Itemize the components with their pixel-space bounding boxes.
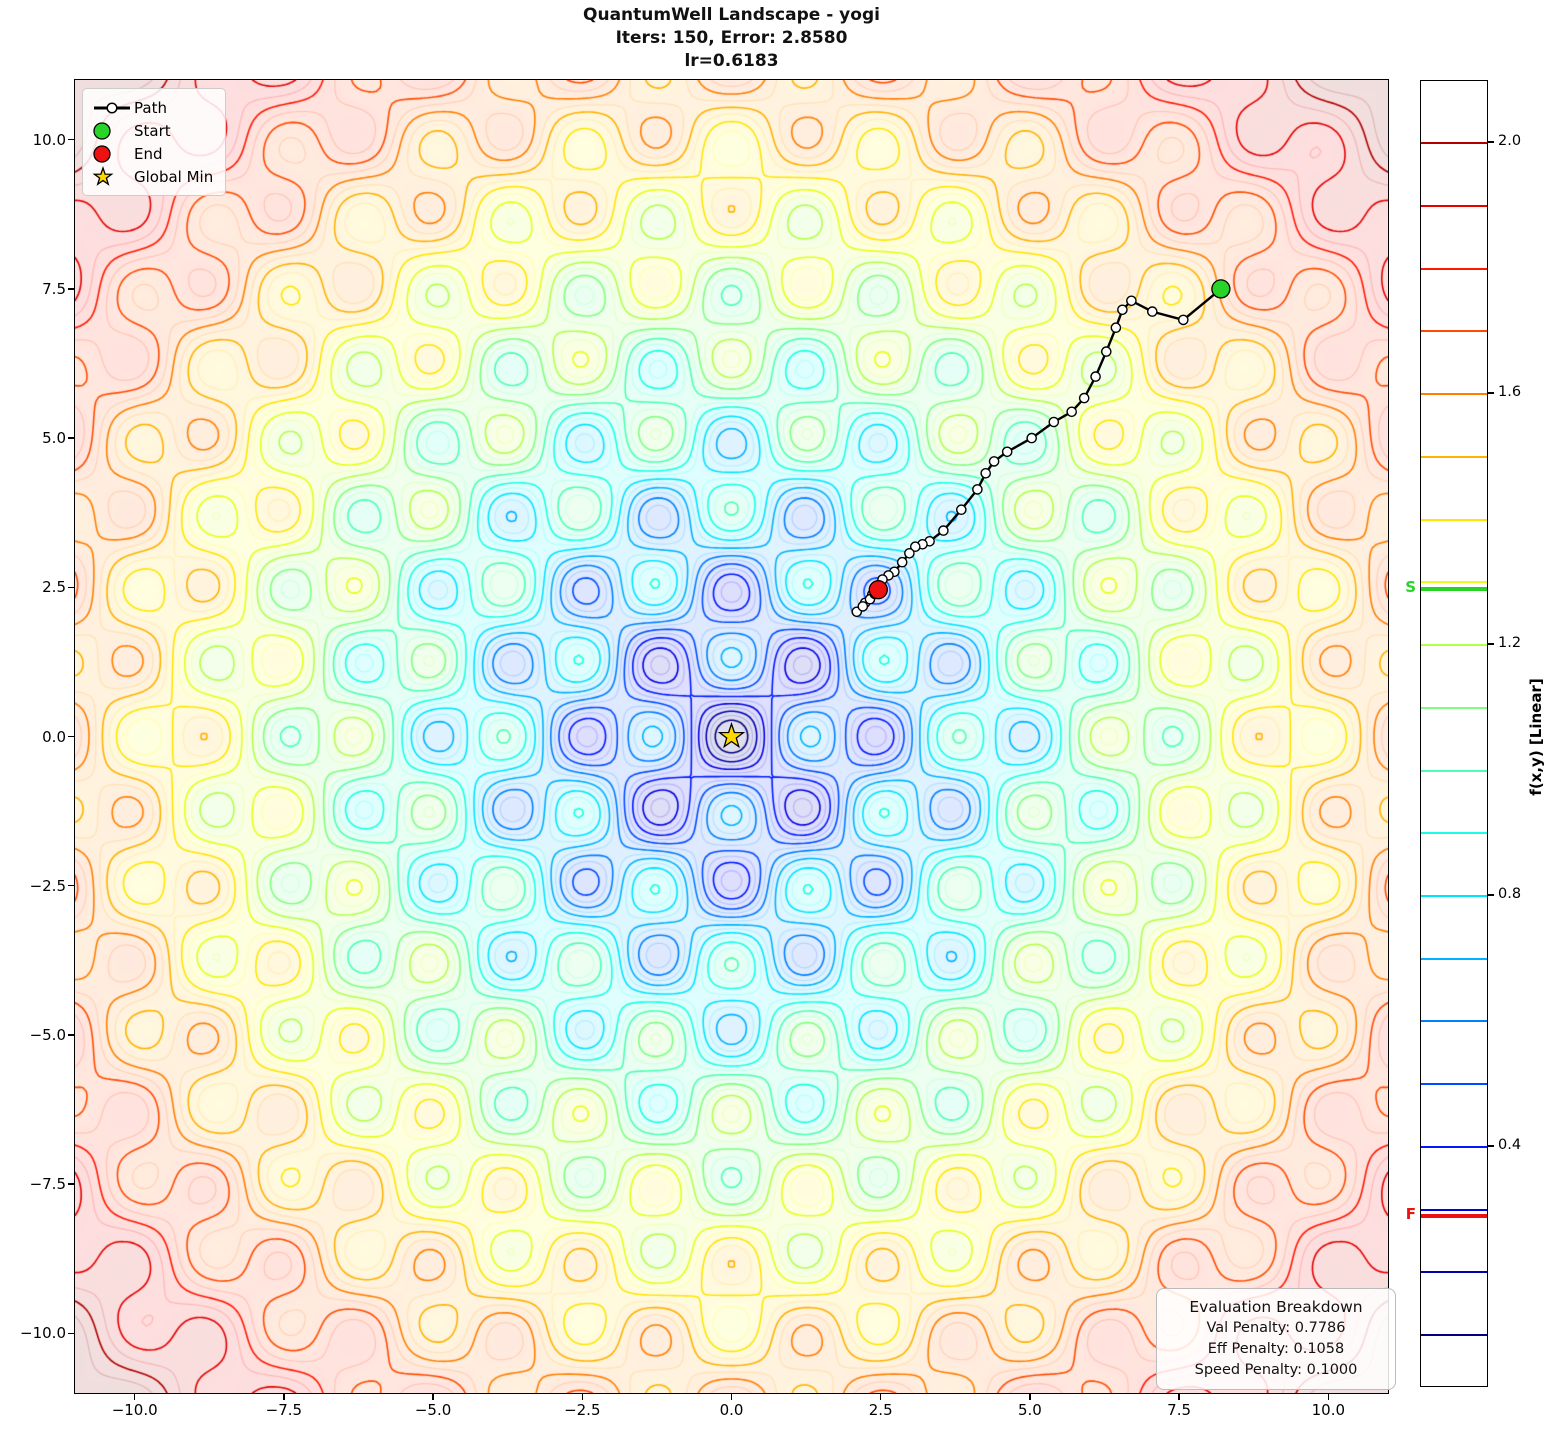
colorbar-tick-mark bbox=[1487, 894, 1494, 896]
y-tick-mark bbox=[68, 884, 75, 887]
colorbar-level-line bbox=[1421, 1334, 1487, 1337]
colorbar-tick-mark bbox=[1487, 392, 1494, 394]
y-tick-mark bbox=[68, 735, 75, 738]
x-tick-mark bbox=[1327, 1393, 1330, 1400]
start-legend-icon bbox=[92, 121, 134, 141]
x-tick-label: −7.5 bbox=[265, 1401, 303, 1419]
y-tick-mark bbox=[68, 586, 75, 589]
legend-label-start: Start bbox=[134, 121, 171, 140]
x-tick-mark bbox=[283, 1393, 285, 1400]
plot-area bbox=[75, 80, 1388, 1393]
y-tick-mark bbox=[68, 1183, 75, 1185]
colorbar-start-line bbox=[1421, 586, 1487, 591]
colorbar-level-line bbox=[1421, 832, 1487, 835]
colorbar-tick-mark bbox=[1487, 643, 1494, 645]
x-tick-label: 2.5 bbox=[868, 1401, 893, 1419]
colorbar-level-line bbox=[1421, 1208, 1487, 1211]
colorbar-tick-label: 1.2 bbox=[1498, 635, 1522, 652]
y-tick-mark bbox=[68, 437, 75, 439]
y-tick-label: −2.5 bbox=[29, 876, 66, 895]
val-penalty: Val Penalty: 0.7786 bbox=[1206, 1320, 1346, 1336]
x-tick-mark bbox=[879, 1393, 882, 1400]
y-tick-label: 10.0 bbox=[32, 130, 66, 149]
contour-canvas bbox=[75, 80, 1388, 1393]
y-tick-label: 7.5 bbox=[42, 279, 66, 298]
legend-item-path: Path bbox=[92, 96, 213, 119]
title-line-1: QuantumWell Landscape - yogi bbox=[583, 5, 880, 25]
x-tick-mark bbox=[1178, 1393, 1180, 1400]
y-tick-label: −7.5 bbox=[29, 1175, 66, 1194]
colorbar-level-line bbox=[1421, 518, 1487, 521]
colorbar-level-line bbox=[1421, 1271, 1487, 1274]
plot-title: QuantumWell Landscape - yogi Iters: 150,… bbox=[75, 4, 1388, 73]
colorbar-level-line bbox=[1421, 957, 1487, 960]
evaluation-breakdown-box: Evaluation Breakdown Val Penalty: 0.7786… bbox=[1156, 1288, 1396, 1390]
path-legend-icon bbox=[92, 100, 134, 116]
eff-penalty: Eff Penalty: 0.1058 bbox=[1207, 1341, 1345, 1357]
x-tick-label: 0.0 bbox=[719, 1401, 744, 1419]
x-tick-label: 7.5 bbox=[1167, 1401, 1192, 1419]
colorbar-final-label: F bbox=[1405, 1204, 1416, 1223]
colorbar-level-line bbox=[1421, 455, 1487, 458]
x-tick-mark bbox=[432, 1393, 434, 1400]
legend-label-end: End bbox=[134, 144, 163, 163]
colorbar-level-line bbox=[1421, 1020, 1487, 1023]
end-legend-icon bbox=[92, 144, 134, 164]
colorbar-level-line bbox=[1421, 1145, 1487, 1148]
colorbar-tick-label: 0.8 bbox=[1498, 885, 1522, 902]
speed-penalty: Speed Penalty: 0.1000 bbox=[1194, 1362, 1358, 1378]
y-tick-label: 0.0 bbox=[42, 727, 66, 746]
colorbar-level-line bbox=[1421, 330, 1487, 333]
y-tick-label: 2.5 bbox=[42, 578, 66, 597]
legend-label-path: Path bbox=[134, 98, 167, 117]
y-tick-mark bbox=[68, 288, 75, 290]
y-tick-label: −10.0 bbox=[20, 1324, 66, 1343]
colorbar-tick-mark bbox=[1487, 141, 1494, 143]
colorbar-level-line bbox=[1421, 393, 1487, 396]
colorbar-start-label: S bbox=[1405, 577, 1416, 596]
colorbar-level-line bbox=[1421, 204, 1487, 207]
colorbar-level-line bbox=[1421, 1083, 1487, 1086]
y-tick-mark bbox=[68, 1034, 75, 1036]
colorbar-level-line bbox=[1421, 894, 1487, 897]
legend-label-global-min: Global Min bbox=[134, 167, 214, 186]
x-tick-mark bbox=[1029, 1393, 1031, 1400]
colorbar-level-line bbox=[1421, 769, 1487, 772]
y-tick-label: 5.0 bbox=[42, 429, 66, 448]
colorbar-level-line bbox=[1421, 142, 1487, 145]
y-tick-mark bbox=[68, 138, 75, 141]
y-tick-label: −5.0 bbox=[29, 1025, 66, 1044]
global-min-legend-icon bbox=[92, 165, 134, 188]
legend-item-start: Start bbox=[92, 119, 213, 142]
colorbar-tick-label: 2.0 bbox=[1498, 133, 1522, 150]
colorbar bbox=[1420, 80, 1488, 1387]
colorbar-level-line bbox=[1421, 644, 1487, 647]
x-tick-label: −2.5 bbox=[564, 1401, 601, 1419]
x-tick-label: −5.0 bbox=[414, 1401, 452, 1419]
colorbar-tick-label: 0.4 bbox=[1498, 1136, 1522, 1153]
x-tick-label: −10.0 bbox=[111, 1401, 158, 1419]
x-tick-label: 10.0 bbox=[1311, 1401, 1346, 1419]
colorbar-tick-mark bbox=[1487, 1145, 1494, 1147]
colorbar-tick-label: 1.6 bbox=[1498, 384, 1522, 401]
x-tick-label: 5.0 bbox=[1017, 1401, 1042, 1419]
title-line-2: Iters: 150, Error: 2.8580 bbox=[615, 28, 848, 48]
colorbar-final-line bbox=[1421, 1213, 1487, 1218]
colorbar-level-line bbox=[1421, 267, 1487, 270]
y-tick-mark bbox=[68, 1332, 75, 1335]
title-line-3: lr=0.6183 bbox=[684, 51, 779, 71]
legend: Path Start End Global Min bbox=[82, 88, 227, 196]
legend-item-end: End bbox=[92, 142, 213, 165]
colorbar-level-line bbox=[1421, 581, 1487, 584]
legend-item-global-min: Global Min bbox=[92, 165, 213, 188]
x-tick-mark bbox=[581, 1393, 584, 1400]
colorbar-level-line bbox=[1421, 81, 1487, 82]
x-tick-mark bbox=[133, 1393, 136, 1400]
colorbar-level-line bbox=[1421, 706, 1487, 709]
x-tick-mark bbox=[730, 1393, 733, 1400]
evaluation-breakdown-title: Evaluation Breakdown bbox=[1189, 1298, 1363, 1316]
